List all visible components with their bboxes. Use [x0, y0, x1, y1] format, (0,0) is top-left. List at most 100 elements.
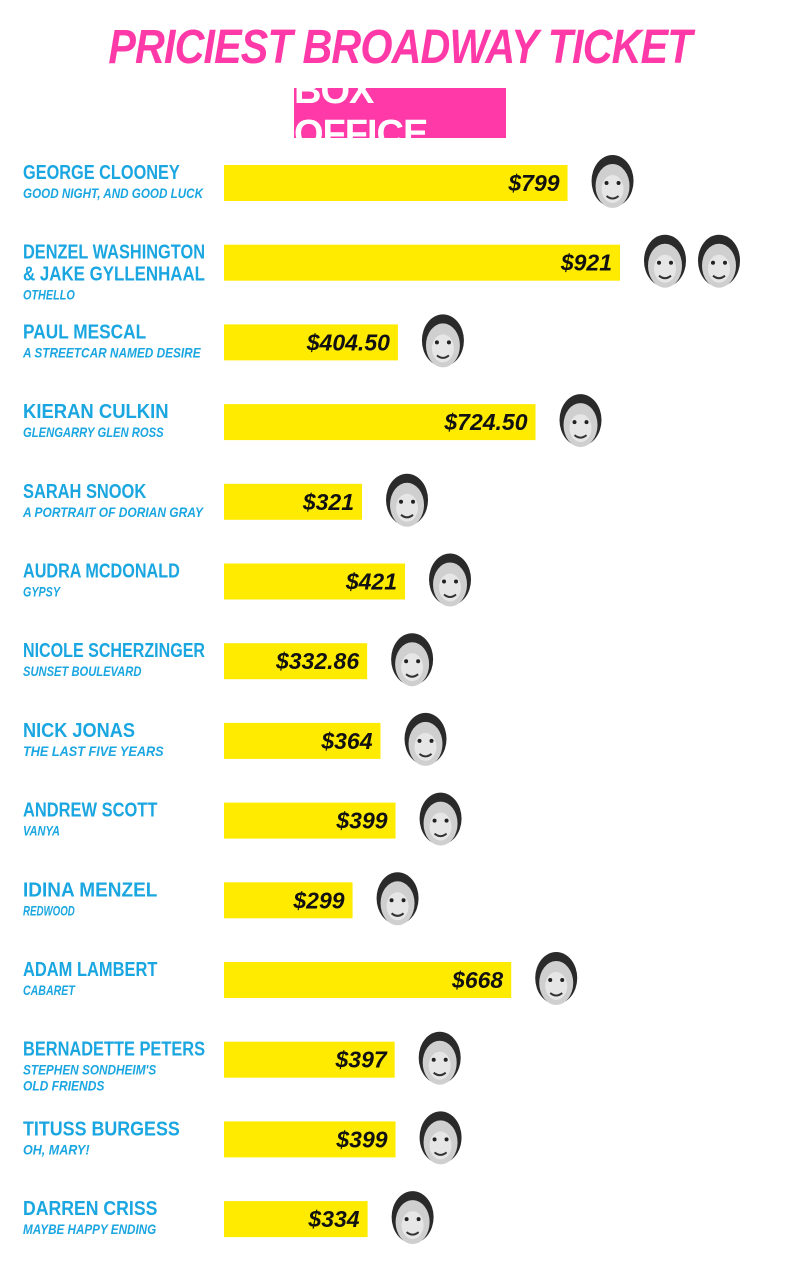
face-mouth: [436, 354, 450, 359]
face-eye: [711, 260, 715, 265]
face-eye: [669, 260, 673, 265]
show-title: GLENGARRY GLEN ROSS: [23, 424, 164, 440]
performer-name: GEORGE CLOONEY: [23, 162, 180, 184]
face-eye: [616, 181, 621, 185]
value-label: $799: [507, 170, 559, 196]
face-eye: [446, 340, 451, 345]
face-mouth: [658, 274, 672, 280]
bar: [224, 483, 363, 520]
portrait-icon: [421, 314, 464, 368]
value-label: $668: [451, 967, 503, 993]
face-eye: [444, 1137, 449, 1142]
value-label: $724.50: [443, 409, 527, 435]
portrait-icon: [418, 1031, 461, 1085]
portrait-icon: [391, 633, 434, 687]
value-label: $397: [335, 1047, 388, 1073]
face-eye: [572, 420, 577, 425]
face-mouth: [405, 1231, 420, 1236]
face-eye: [444, 818, 449, 823]
bar: [224, 802, 396, 839]
bar: [224, 1121, 396, 1158]
face-eye: [431, 1057, 436, 1062]
performer-name: TITUSS BURGESS: [23, 1118, 180, 1140]
performer-name: NICK JONAS: [23, 720, 135, 742]
performer-name: DENZEL WASHINGTON: [23, 242, 205, 264]
bar: [224, 643, 368, 680]
value-label: $404.50: [306, 329, 390, 355]
performer-name: BERNADETTE PETERS: [23, 1039, 205, 1061]
performer-name: NICOLE SCHERZINGER: [23, 640, 205, 662]
value-label: $399: [335, 808, 387, 834]
show-title: SUNSET BOULEVARD: [23, 663, 141, 679]
face-eye: [604, 181, 609, 185]
portrait-icon: [376, 872, 419, 926]
bar: [224, 722, 381, 759]
show-title: A PORTRAIT OF DORIAN GRAY: [22, 504, 204, 520]
face-eye: [429, 738, 434, 743]
show-title: MAYBE HAPPY ENDING: [23, 1221, 156, 1237]
face-mouth: [433, 1071, 447, 1077]
value-label: $421: [345, 569, 397, 595]
portrait-icon: [429, 553, 472, 607]
portrait-icon: [386, 473, 429, 527]
face-eye: [401, 898, 406, 903]
face-eye: [411, 499, 416, 504]
portrait-icon: [559, 394, 602, 448]
show-title: OLD FRIENDS: [23, 1078, 105, 1094]
portrait-icon: [644, 234, 686, 288]
face-mouth: [573, 434, 588, 439]
portrait-icon: [419, 792, 462, 846]
portrait-icon: [391, 1191, 434, 1245]
value-label: $921: [560, 250, 612, 276]
value-label: $332.86: [275, 648, 359, 674]
performer-name: PAUL MESCAL: [23, 321, 146, 343]
performer-name: DARREN CRISS: [23, 1198, 157, 1220]
face-eye: [417, 738, 422, 743]
face-mouth: [433, 832, 448, 838]
show-title: STEPHEN SONDHEIM'S: [23, 1062, 157, 1078]
face-eye: [454, 579, 459, 584]
face-mouth: [433, 1151, 448, 1156]
portrait-icon: [698, 234, 740, 288]
bar: [224, 1041, 395, 1078]
performer-name: KIERAN CULKIN: [23, 401, 169, 423]
face-mouth: [605, 195, 620, 200]
show-title: THE LAST FIVE YEARS: [23, 743, 164, 759]
face-eye: [432, 818, 437, 823]
value-label: $334: [307, 1206, 359, 1232]
face-mouth: [400, 514, 414, 519]
chart-row: DENZEL WASHINGTON& JAKE GYLLENHAALOTHELL…: [23, 234, 740, 303]
face-eye: [657, 260, 661, 265]
show-title: OH, MARY!: [23, 1141, 90, 1157]
face-eye: [442, 579, 447, 584]
face-eye: [399, 499, 404, 504]
face-eye: [548, 978, 553, 982]
face-mouth: [549, 992, 563, 997]
bar: [224, 324, 398, 361]
performer-name: ADAM LAMBERT: [23, 959, 157, 981]
face-eye: [560, 978, 565, 982]
bar: [224, 1201, 368, 1238]
portrait-icon: [419, 1111, 462, 1165]
bar: [224, 165, 568, 201]
face-eye: [389, 898, 394, 903]
bar: [224, 962, 512, 998]
show-title: GYPSY: [23, 584, 61, 600]
show-title: GOOD NIGHT, AND GOOD LUCK: [23, 185, 204, 201]
bar: [224, 404, 536, 441]
performer-name: IDINA MENZEL: [23, 879, 157, 901]
face-eye: [723, 260, 727, 265]
portrait-icon: [535, 952, 578, 1005]
show-title: CABARET: [23, 982, 76, 998]
performer-name: & JAKE GYLLENHAAL: [23, 264, 205, 286]
